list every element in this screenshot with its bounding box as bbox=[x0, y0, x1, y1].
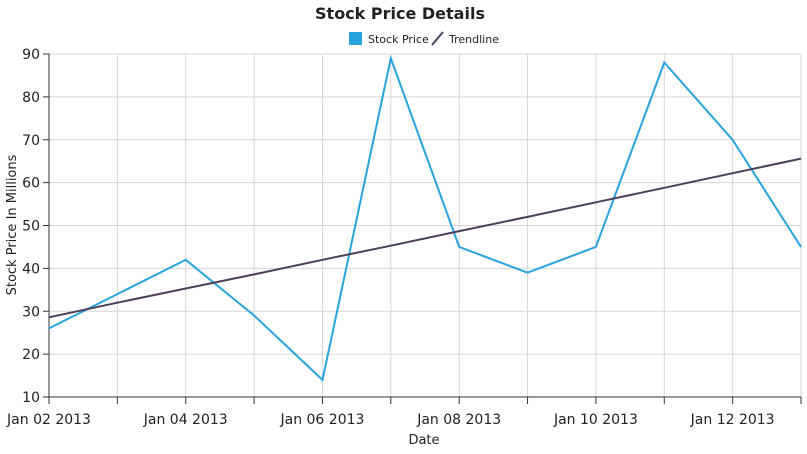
x-tick-label: Jan 10 2013 bbox=[553, 412, 638, 428]
gridlines bbox=[49, 53, 802, 397]
y-tick-label: 70 bbox=[22, 133, 40, 149]
axes: 10 20 30 40 50 60 70 80 90 Jan 02 2013 Jan 04 2013… bbox=[6, 47, 802, 428]
x-tick-label: Jan 06 2013 bbox=[279, 412, 364, 428]
trendline-line[interactable] bbox=[48, 157, 802, 319]
y-tick-label: 80 bbox=[22, 90, 40, 106]
legend: Stock Price Trendline bbox=[349, 31, 499, 46]
x-tick-label: Jan 12 2013 bbox=[690, 412, 775, 428]
legend-swatch-stock-price[interactable] bbox=[349, 32, 362, 45]
y-tick-label: 40 bbox=[22, 261, 40, 277]
y-tick-label: 90 bbox=[22, 47, 40, 63]
series-lines bbox=[48, 54, 802, 382]
x-tick-label: Jan 08 2013 bbox=[416, 412, 501, 428]
y-tick-label: 10 bbox=[22, 390, 40, 406]
legend-label-stock-price[interactable]: Stock Price bbox=[368, 33, 429, 46]
y-tick-label: 50 bbox=[22, 219, 40, 235]
x-tick-label: Jan 04 2013 bbox=[143, 412, 228, 428]
stock-price-line[interactable] bbox=[48, 54, 802, 382]
y-tick-label: 30 bbox=[22, 304, 40, 320]
chart-title: Stock Price Details bbox=[315, 4, 485, 23]
y-tick-label: 60 bbox=[22, 176, 40, 192]
y-axis-title: Stock Price In Millions bbox=[5, 154, 20, 295]
legend-label-trendline[interactable]: Trendline bbox=[448, 33, 499, 46]
legend-swatch-trendline[interactable] bbox=[431, 31, 444, 46]
y-tick-label: 20 bbox=[22, 347, 40, 363]
x-tick-label: Jan 02 2013 bbox=[6, 412, 91, 428]
x-axis-title: Date bbox=[408, 433, 439, 448]
